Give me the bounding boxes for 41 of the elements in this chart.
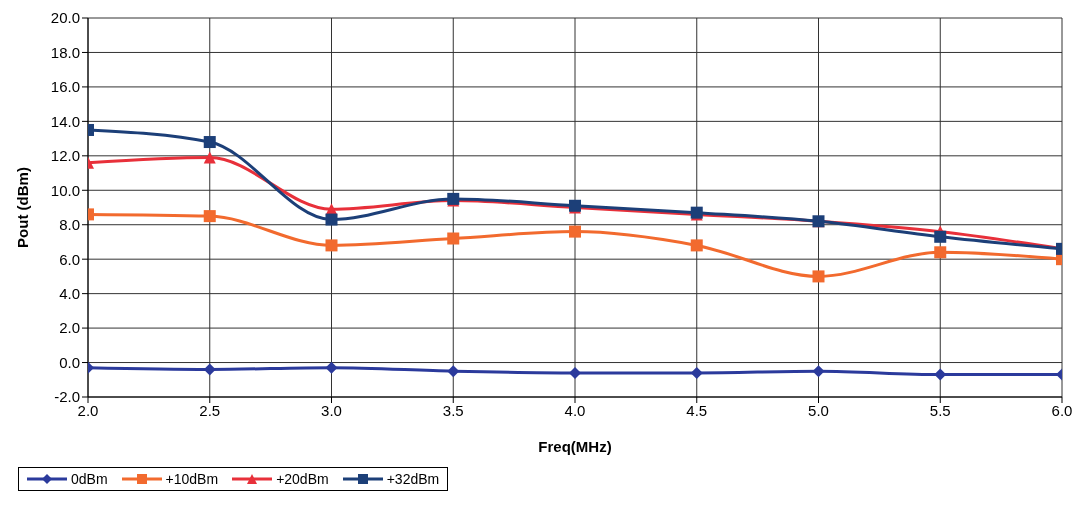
legend-label: +20dBm	[275, 471, 329, 487]
y-tick-label: -2.0	[54, 388, 80, 406]
point	[203, 136, 216, 149]
x-tick-label: 3.5	[442, 401, 464, 419]
x-tick-label: 2.5	[199, 401, 221, 419]
point	[569, 225, 581, 238]
y-tick-label: 8.0	[59, 216, 80, 234]
point	[325, 239, 338, 252]
x-tick-label: 4.0	[564, 401, 586, 419]
point	[447, 232, 460, 245]
point	[934, 230, 947, 243]
y-tick-label: 12.0	[50, 147, 80, 165]
point	[812, 365, 825, 378]
y-tick-label: 18.0	[50, 43, 80, 61]
point	[203, 210, 216, 223]
y-tick-label: 2.0	[59, 319, 80, 337]
x-tick-label: 6.0	[1051, 401, 1073, 419]
y-tick-label: 0.0	[59, 353, 80, 371]
legend-label: 0dBm	[70, 471, 108, 487]
y-axis-title: Pout (dBm)	[14, 167, 32, 248]
y-tick-label: 10.0	[50, 181, 80, 199]
x-tick-label: 4.5	[686, 401, 708, 419]
point	[690, 239, 703, 252]
y-tick-label: 6.0	[59, 250, 80, 268]
point	[325, 361, 338, 374]
point	[203, 151, 216, 164]
x-tick-label: 5.0	[808, 401, 829, 419]
y-tick-label: 14.0	[50, 112, 80, 130]
x-tick-label: 5.5	[929, 401, 951, 419]
y-tick-label: 16.0	[50, 78, 80, 96]
point	[569, 366, 581, 379]
x-axis-title: Freq(MHz)	[538, 438, 612, 455]
y-tick-label: 4.0	[59, 284, 80, 302]
y-tick-label: 20.0	[50, 9, 80, 27]
legend-label: +10dBm	[164, 471, 219, 487]
x-tick-label: 2.0	[77, 401, 99, 419]
point	[934, 246, 947, 259]
legend-label: +32dBm	[385, 471, 440, 487]
x-tick-label: 3.0	[321, 401, 342, 419]
point	[812, 270, 825, 283]
point	[325, 213, 338, 226]
